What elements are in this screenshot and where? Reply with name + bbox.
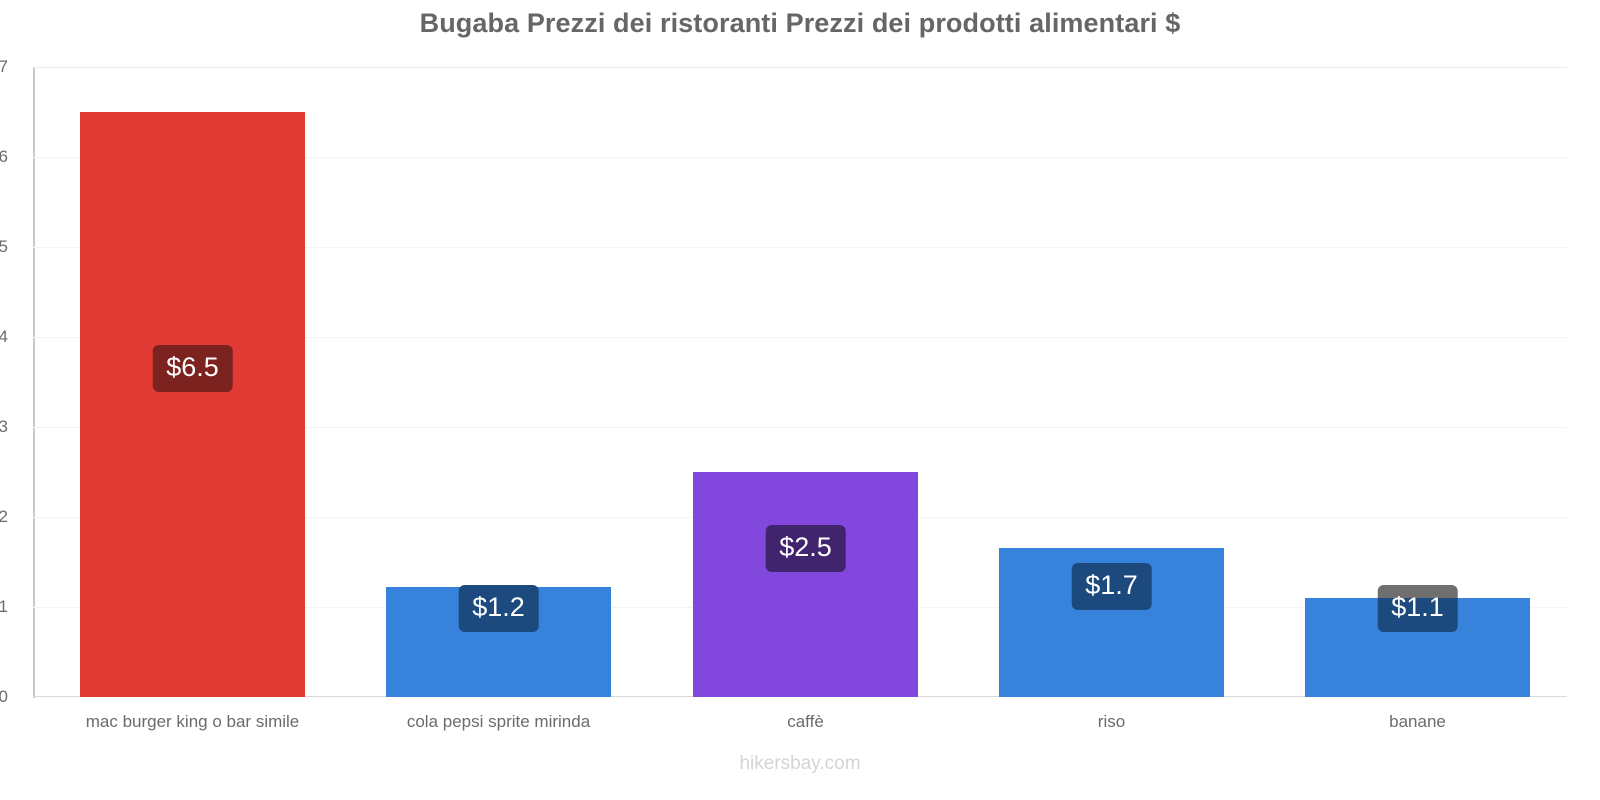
- gridline-3: [33, 427, 1567, 428]
- y-axis-tick-0: 0: [0, 687, 8, 706]
- y-axis-tick-4: 4: [0, 327, 8, 346]
- y-axis-tick-3: 3: [0, 417, 8, 436]
- x-axis-label-riso: riso: [1097, 712, 1126, 731]
- value-label-caffe: $2.5: [765, 525, 846, 572]
- y-axis-tick-1: 1: [0, 597, 8, 616]
- bar-caffe[interactable]: [693, 472, 918, 697]
- y-axis-line: [33, 67, 35, 698]
- chart-title: Bugaba Prezzi dei ristoranti Prezzi dei …: [419, 8, 1181, 38]
- gridline-6: [33, 157, 1567, 158]
- value-label-mac-burger-king-o-bar-simile: $6.5: [152, 345, 233, 392]
- gridline-5: [33, 247, 1567, 248]
- gridline-7: [33, 67, 1567, 68]
- y-axis-tick-7: 7: [0, 57, 8, 76]
- footer-watermark: hikersbay.com: [739, 753, 861, 774]
- value-label-cola-pepsi-sprite-mirinda: $1.2: [458, 585, 539, 632]
- gridline-4: [33, 337, 1567, 338]
- x-axis-label-cola-pepsi-sprite-mirinda: cola pepsi sprite mirinda: [406, 712, 591, 731]
- value-label-riso: $1.7: [1071, 563, 1152, 610]
- y-axis-tick-2: 2: [0, 507, 8, 526]
- x-axis-label-banane: banane: [1389, 712, 1446, 731]
- y-axis-tick-6: 6: [0, 147, 8, 166]
- value-label-banane: $1.1: [1377, 585, 1458, 632]
- x-axis-label-mac-burger-king-o-bar-simile: mac burger king o bar simile: [85, 712, 300, 731]
- bar-mac-burger-king-o-bar-simile[interactable]: [80, 112, 305, 697]
- x-axis-label-caffe: caffè: [787, 712, 824, 731]
- plot-area: $6.5 $1.2 $2.5 $1.7 $1.1: [33, 67, 1567, 697]
- y-axis-tick-5: 5: [0, 237, 8, 256]
